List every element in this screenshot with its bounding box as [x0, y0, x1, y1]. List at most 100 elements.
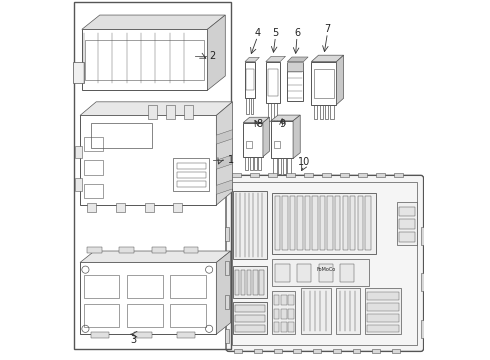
- Bar: [148, 105, 157, 119]
- Polygon shape: [337, 55, 343, 105]
- Bar: [350, 196, 355, 250]
- Bar: [269, 173, 277, 177]
- Bar: [232, 173, 242, 177]
- Bar: [177, 172, 205, 178]
- Polygon shape: [293, 115, 300, 158]
- Bar: [294, 348, 301, 353]
- Bar: [282, 196, 288, 250]
- Bar: [283, 158, 286, 174]
- Bar: [365, 288, 401, 334]
- Bar: [273, 158, 276, 174]
- Bar: [287, 62, 303, 71]
- Bar: [177, 332, 195, 338]
- Polygon shape: [271, 115, 300, 121]
- Bar: [87, 247, 101, 253]
- Bar: [268, 103, 271, 121]
- Bar: [116, 203, 125, 212]
- Bar: [74, 178, 82, 191]
- Bar: [288, 322, 294, 332]
- Bar: [120, 247, 134, 253]
- Bar: [281, 309, 287, 319]
- Bar: [313, 196, 318, 250]
- Bar: [278, 158, 281, 174]
- Bar: [399, 220, 416, 229]
- Bar: [177, 181, 205, 187]
- Bar: [224, 295, 229, 309]
- Bar: [250, 157, 252, 170]
- Bar: [134, 332, 152, 338]
- Polygon shape: [263, 117, 270, 157]
- Bar: [353, 348, 361, 353]
- Bar: [254, 157, 257, 170]
- Bar: [235, 325, 266, 332]
- Text: 1: 1: [227, 155, 234, 165]
- Polygon shape: [266, 56, 286, 62]
- Bar: [87, 203, 96, 212]
- Bar: [85, 40, 204, 80]
- Text: 8: 8: [256, 120, 263, 129]
- Bar: [184, 247, 198, 253]
- Bar: [365, 196, 370, 250]
- Bar: [246, 69, 254, 90]
- Bar: [224, 329, 229, 343]
- Bar: [84, 304, 120, 327]
- Bar: [337, 288, 360, 334]
- Text: 2: 2: [210, 51, 216, 61]
- Bar: [126, 304, 163, 327]
- Text: 9: 9: [280, 120, 286, 129]
- Bar: [421, 320, 425, 338]
- Bar: [275, 264, 290, 282]
- Bar: [300, 288, 331, 334]
- Bar: [177, 163, 205, 169]
- Bar: [320, 196, 325, 250]
- Polygon shape: [216, 155, 232, 169]
- Bar: [170, 304, 205, 327]
- Bar: [274, 295, 279, 305]
- Bar: [367, 303, 399, 311]
- Text: 4: 4: [254, 28, 261, 38]
- Text: 10: 10: [298, 157, 310, 167]
- Bar: [246, 98, 249, 114]
- Polygon shape: [80, 251, 231, 262]
- Bar: [251, 98, 253, 114]
- Bar: [246, 141, 252, 148]
- Bar: [343, 196, 348, 250]
- Bar: [281, 295, 287, 305]
- Polygon shape: [216, 102, 232, 205]
- Bar: [358, 196, 363, 250]
- Bar: [234, 348, 242, 353]
- Bar: [399, 207, 416, 216]
- Bar: [245, 157, 248, 170]
- Bar: [126, 275, 163, 298]
- Text: 3: 3: [131, 334, 137, 345]
- Text: FoMoCo: FoMoCo: [316, 267, 335, 272]
- Bar: [290, 196, 295, 250]
- Bar: [330, 105, 334, 119]
- Bar: [394, 173, 403, 177]
- Bar: [235, 315, 266, 322]
- Bar: [274, 140, 280, 148]
- Bar: [358, 173, 367, 177]
- Text: 6: 6: [294, 28, 300, 38]
- Bar: [272, 193, 376, 253]
- Polygon shape: [207, 15, 225, 90]
- Bar: [73, 62, 84, 83]
- Bar: [304, 173, 313, 177]
- Bar: [271, 121, 293, 158]
- Bar: [152, 247, 166, 253]
- Bar: [372, 348, 380, 353]
- Text: 5: 5: [272, 28, 279, 38]
- Bar: [421, 273, 425, 291]
- Bar: [254, 348, 262, 353]
- Bar: [367, 292, 399, 300]
- Bar: [253, 270, 258, 296]
- Polygon shape: [311, 55, 343, 62]
- Bar: [333, 348, 341, 353]
- Bar: [335, 196, 341, 250]
- Bar: [173, 203, 182, 212]
- Bar: [399, 232, 416, 242]
- Bar: [74, 3, 231, 348]
- Bar: [173, 158, 209, 191]
- Bar: [286, 173, 295, 177]
- Bar: [266, 62, 280, 103]
